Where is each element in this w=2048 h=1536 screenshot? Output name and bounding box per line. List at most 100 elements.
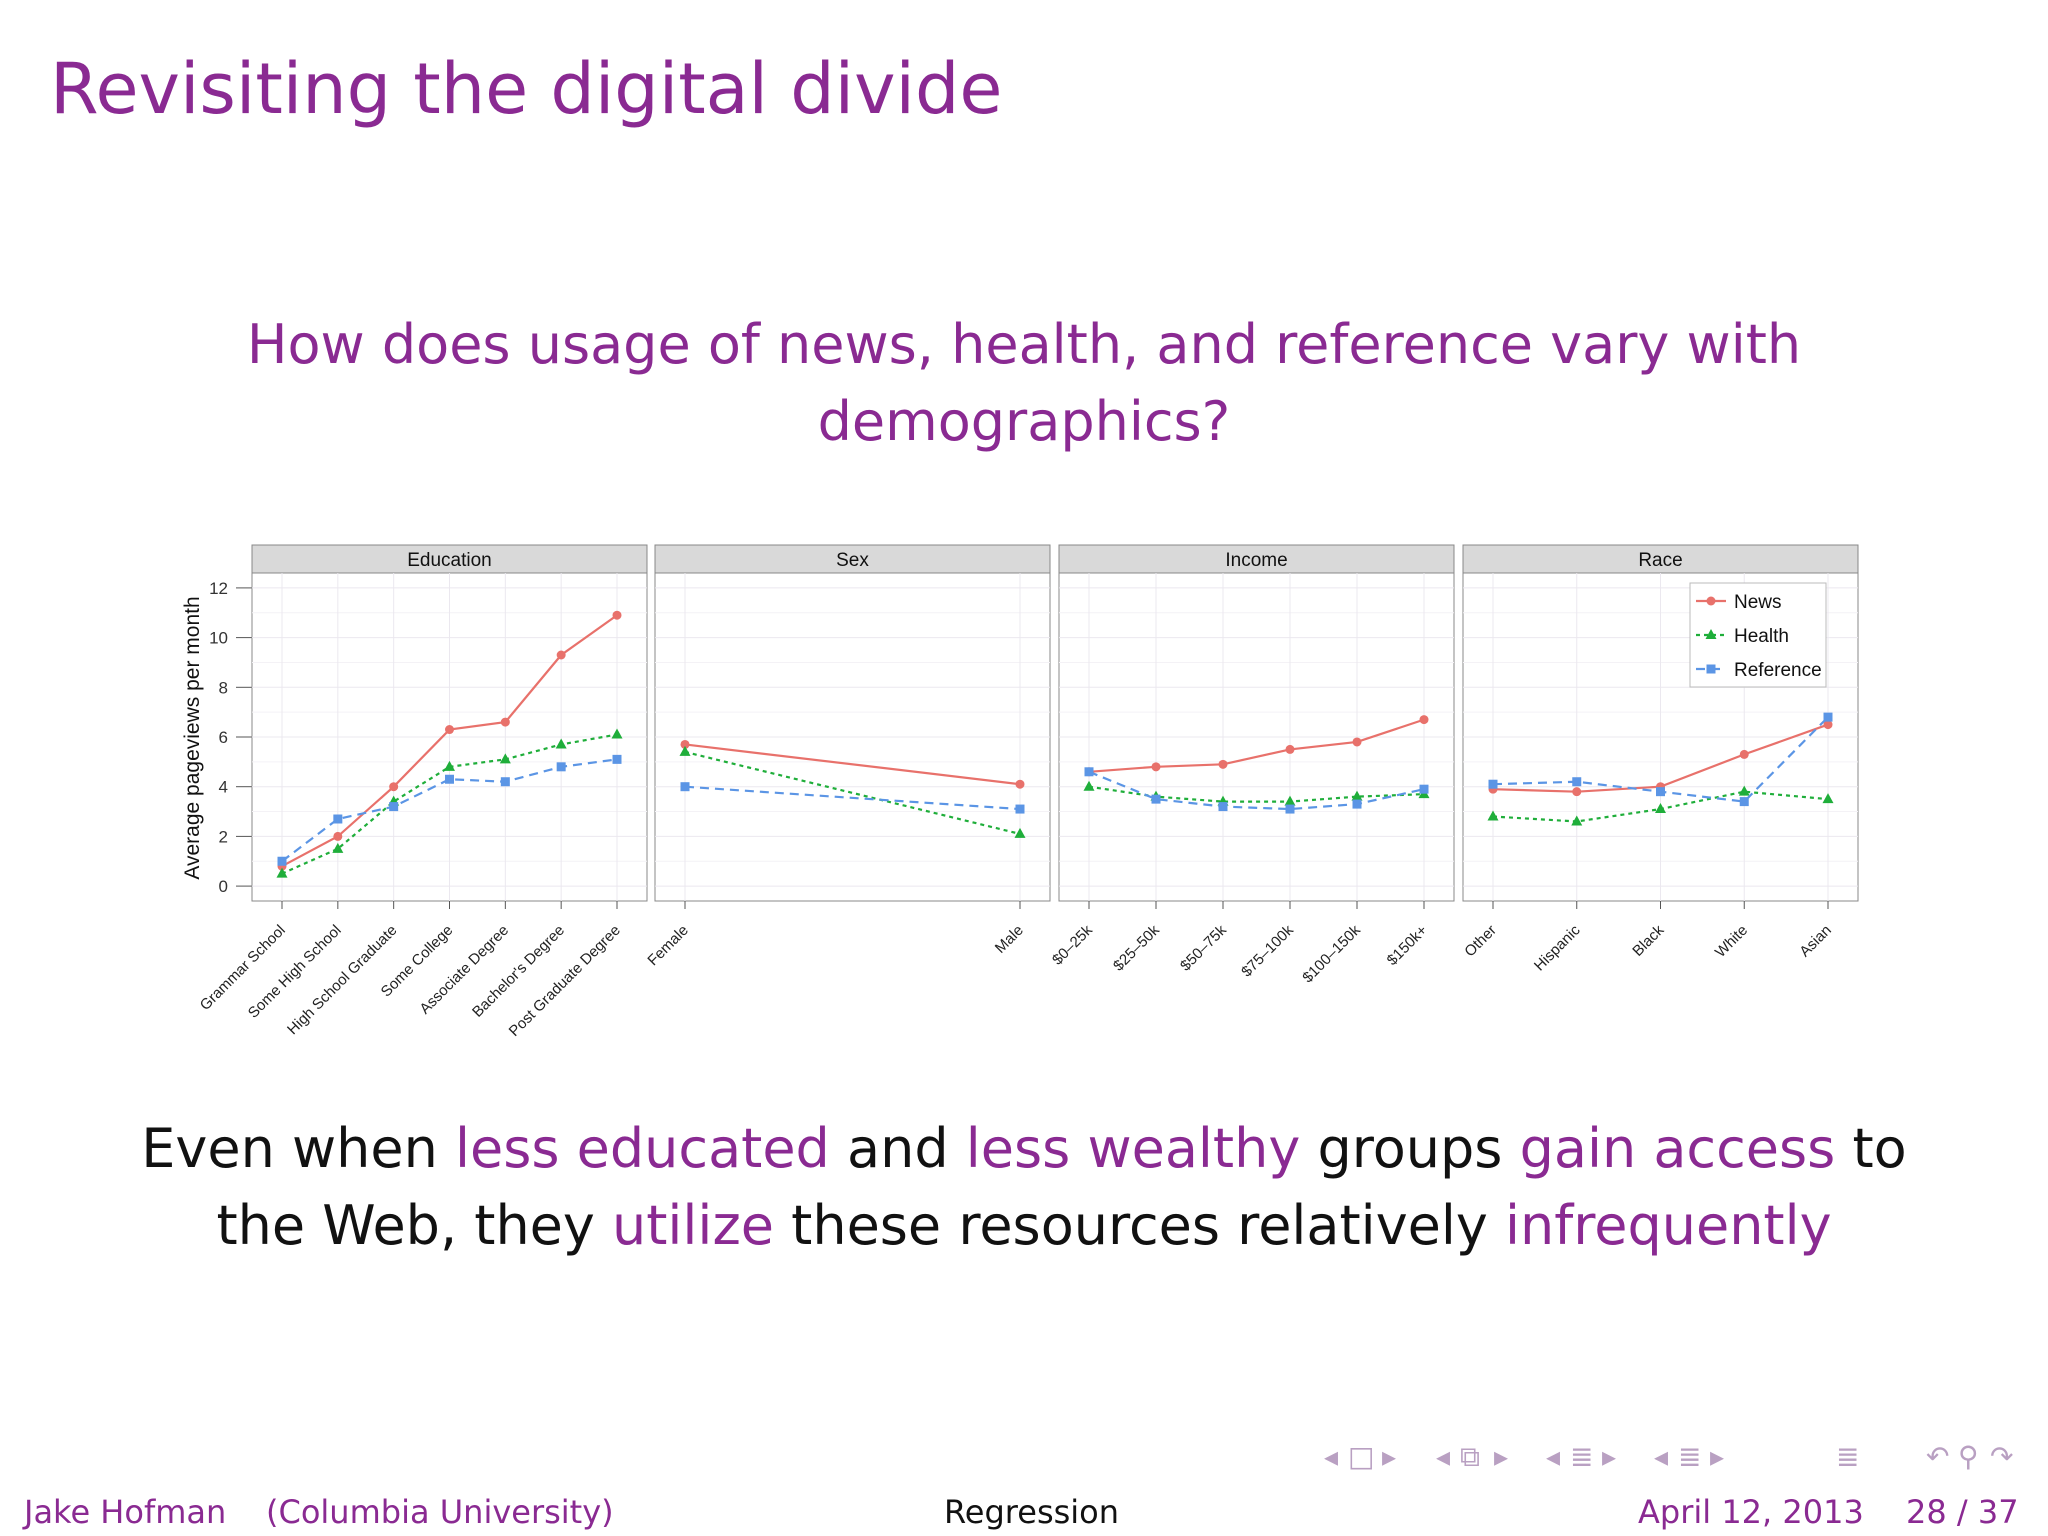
x-tick-label: Hispanic bbox=[1531, 921, 1584, 974]
x-tick-label: $100–150k bbox=[1299, 921, 1364, 986]
slide-conclusion: Even when less educated and less wealthy… bbox=[0, 1110, 2048, 1264]
data-point-health bbox=[444, 760, 455, 771]
data-point-reference bbox=[1488, 779, 1498, 789]
nav-slide-icon[interactable]: ⧉ bbox=[1460, 1440, 1480, 1473]
facet-title: Education bbox=[407, 550, 492, 571]
legend-label: Reference bbox=[1734, 660, 1822, 681]
data-point-reference bbox=[1218, 802, 1228, 812]
data-point-health bbox=[1738, 785, 1750, 796]
nav-redo-icon[interactable]: ↷ bbox=[1990, 1440, 2014, 1473]
data-point-news bbox=[680, 739, 690, 749]
x-tick-label: Some High School bbox=[245, 922, 345, 1022]
series-line-news bbox=[1088, 718, 1425, 773]
nav-toc-icon[interactable]: ≣ bbox=[1836, 1440, 1860, 1473]
x-tick-label: $150k+ bbox=[1384, 922, 1431, 969]
nav-next-section-icon[interactable]: ▸ bbox=[1602, 1440, 1617, 1473]
data-point-reference bbox=[680, 782, 690, 792]
data-point-news bbox=[1285, 744, 1295, 754]
question-line-1: How does usage of news, health, and refe… bbox=[246, 313, 1802, 376]
facet-strip bbox=[654, 544, 1051, 574]
x-tick-label: $50–75k bbox=[1177, 921, 1230, 974]
facet-strip bbox=[1058, 544, 1455, 574]
conclusion-text: these resources relatively bbox=[774, 1194, 1505, 1257]
conclusion-line-2: the Web, they utilize these resources re… bbox=[0, 1187, 2048, 1264]
series-line-reference bbox=[684, 785, 1021, 811]
x-tick-label: Asian bbox=[1796, 922, 1835, 961]
data-point-health bbox=[1351, 790, 1363, 801]
data-point-news bbox=[1419, 715, 1429, 725]
nav-frame-icon[interactable]: □ bbox=[1348, 1440, 1375, 1473]
data-point-reference bbox=[1015, 804, 1025, 814]
x-tick-label: Female bbox=[644, 922, 691, 969]
slide-footer: Jake Hofman (Columbia University) Regres… bbox=[0, 1485, 2048, 1535]
data-point-news bbox=[500, 717, 510, 727]
data-point-health bbox=[1822, 793, 1834, 804]
series-line-health bbox=[684, 750, 1021, 835]
footer-topic: Regression bbox=[944, 1493, 1120, 1531]
data-point-reference bbox=[333, 814, 343, 824]
data-point-health bbox=[1655, 803, 1666, 814]
data-point-health bbox=[1571, 815, 1583, 826]
data-point-news bbox=[556, 650, 566, 660]
conclusion-text: Even when bbox=[141, 1117, 455, 1180]
y-tick-label: 4 bbox=[219, 778, 228, 797]
data-point-news bbox=[1151, 762, 1161, 772]
slide-question: How does usage of news, health, and refe… bbox=[0, 306, 2048, 460]
x-tick-label: White bbox=[1712, 922, 1751, 961]
conclusion-highlight: utilize bbox=[612, 1194, 775, 1257]
data-point-reference bbox=[1352, 799, 1362, 809]
data-point-reference bbox=[445, 774, 454, 784]
nav-subsection-icon[interactable]: ≣ bbox=[1678, 1440, 1702, 1473]
x-tick-label: Male bbox=[992, 922, 1027, 957]
legend-marker bbox=[1705, 629, 1717, 639]
nav-section-icon[interactable]: ≣ bbox=[1570, 1440, 1594, 1473]
data-point-reference bbox=[1419, 784, 1429, 794]
y-tick-label: 0 bbox=[219, 877, 228, 896]
nav-next-slide-icon[interactable]: ▸ bbox=[1494, 1440, 1509, 1473]
nav-prev-frame-icon[interactable]: ◂ bbox=[1324, 1440, 1339, 1473]
data-point-health bbox=[679, 745, 691, 756]
data-point-reference bbox=[1656, 787, 1665, 797]
data-point-health bbox=[1284, 795, 1296, 806]
footer-author: Jake Hofman bbox=[24, 1493, 227, 1531]
data-point-health bbox=[1014, 827, 1026, 838]
y-tick-label: 10 bbox=[209, 629, 228, 648]
legend-marker bbox=[1706, 664, 1716, 674]
data-point-news bbox=[333, 831, 343, 841]
nav-undo-icon[interactable]: ↶ bbox=[1926, 1440, 1950, 1473]
x-tick-label: Bachelor's Degree bbox=[469, 922, 568, 1021]
nav-prev-section-icon[interactable]: ◂ bbox=[1546, 1440, 1561, 1473]
data-point-reference bbox=[1084, 767, 1094, 777]
footer-affiliation: (Columbia University) bbox=[266, 1493, 614, 1531]
series-line-news bbox=[684, 743, 1021, 786]
data-point-reference bbox=[500, 777, 510, 787]
data-point-news bbox=[445, 725, 454, 735]
data-point-news bbox=[1218, 759, 1228, 769]
x-tick-label: Post Graduate Degree bbox=[506, 922, 624, 1040]
data-point-health bbox=[332, 842, 344, 853]
facet-title: Race bbox=[1638, 550, 1682, 571]
beamer-navigation: ◂ □ ▸ ◂ ⧉ ▸ ◂ ≣ ▸ ◂ ≣ ▸ ≣ ↶ ⚲ ↷ bbox=[1310, 1440, 2030, 1480]
nav-next-subsection-icon[interactable]: ▸ bbox=[1710, 1440, 1725, 1473]
nav-search-icon[interactable]: ⚲ bbox=[1958, 1440, 1979, 1473]
data-point-reference bbox=[556, 762, 566, 772]
data-point-reference bbox=[277, 856, 287, 866]
nav-next-frame-icon[interactable]: ▸ bbox=[1382, 1440, 1397, 1473]
data-point-health bbox=[1083, 780, 1095, 791]
data-point-news bbox=[612, 610, 622, 620]
slide-title: Revisiting the digital divide bbox=[50, 48, 1003, 130]
conclusion-highlight: less educated bbox=[455, 1117, 830, 1180]
y-tick-label: 6 bbox=[219, 728, 228, 747]
y-tick-label: 2 bbox=[219, 827, 228, 846]
data-point-health bbox=[611, 728, 623, 739]
data-point-reference bbox=[1739, 797, 1749, 807]
facet-title: Income bbox=[1225, 550, 1287, 571]
question-line-2: demographics? bbox=[817, 390, 1231, 453]
x-tick-label: $25–50k bbox=[1110, 921, 1163, 974]
x-tick-label: High School Graduate bbox=[284, 922, 400, 1038]
legend-label: News bbox=[1734, 592, 1782, 613]
nav-prev-slide-icon[interactable]: ◂ bbox=[1436, 1440, 1451, 1473]
faceted-line-chart: Average pageviews per month 0 2 4 6 8 10 12 Educ… bbox=[181, 544, 1859, 1040]
conclusion-text: and bbox=[829, 1117, 966, 1180]
nav-prev-subsection-icon[interactable]: ◂ bbox=[1654, 1440, 1669, 1473]
